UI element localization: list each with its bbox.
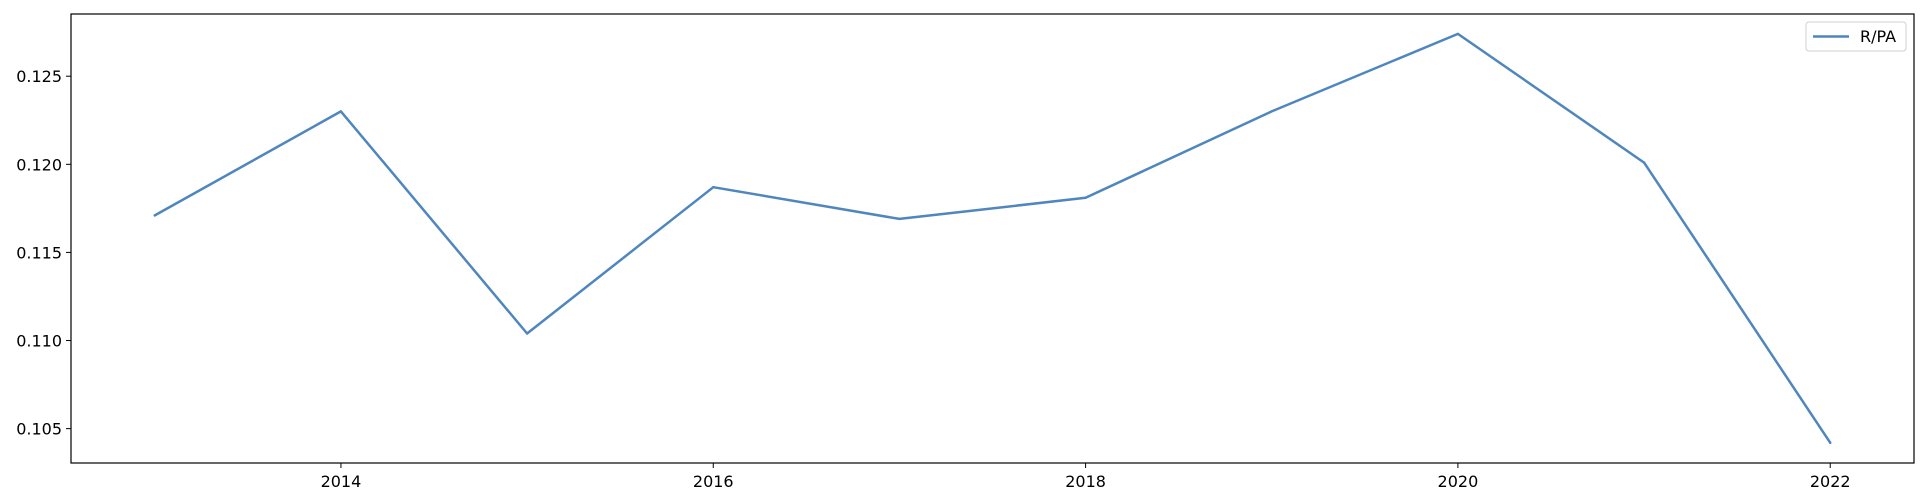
x-tick-label: 2020 xyxy=(1438,472,1479,491)
data-point xyxy=(1084,196,1087,199)
data-point xyxy=(1270,110,1273,113)
data-point xyxy=(712,186,715,189)
y-tick-label: 0.105 xyxy=(16,420,62,439)
data-point xyxy=(339,110,343,113)
y-tick-label: 0.125 xyxy=(16,67,62,86)
data-point xyxy=(153,214,156,217)
y-tick-label: 0.110 xyxy=(16,332,62,351)
x-tick-label: 2022 xyxy=(1810,472,1851,491)
x-axis: 2014 2016 2018 2020 2022 xyxy=(321,463,1851,491)
data-point xyxy=(1642,161,1646,164)
x-tick-label: 2018 xyxy=(1065,472,1106,491)
legend-label-r-pa: R/PA xyxy=(1860,27,1896,46)
y-axis: 0.105 0.110 0.115 0.120 0.125 xyxy=(16,67,71,439)
data-point xyxy=(898,217,901,221)
plot-frame xyxy=(70,13,1915,464)
y-tick-label: 0.115 xyxy=(16,243,62,262)
data-point xyxy=(1456,32,1460,36)
series-line-0 xyxy=(153,32,1832,444)
y-tick-label: 0.120 xyxy=(16,155,62,174)
legend-box xyxy=(1805,21,1907,52)
x-tick-label: 2014 xyxy=(321,472,362,491)
x-tick-label: 2016 xyxy=(693,472,734,491)
plot-background xyxy=(71,14,1914,463)
legend: R/PA xyxy=(1805,21,1907,52)
data-point xyxy=(525,332,529,335)
data-point xyxy=(1829,441,1832,444)
series-layer xyxy=(153,32,1832,444)
